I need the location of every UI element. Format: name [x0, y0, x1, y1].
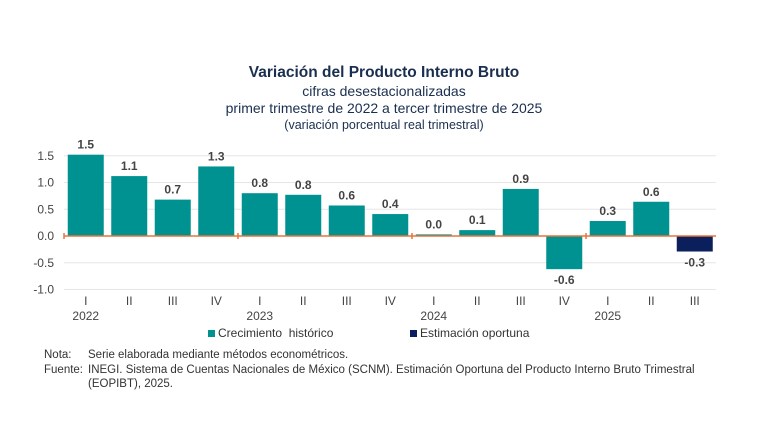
data-label: 0.7	[164, 183, 181, 197]
legend-swatch-icon	[410, 329, 417, 337]
source: Fuente: INEGI. Sistema de Cuentas Naciona…	[44, 364, 695, 376]
y-tick-label: 1.5	[37, 149, 54, 163]
x-tick-label: III	[168, 294, 178, 308]
data-label: 1.5	[77, 138, 94, 152]
bar	[67, 154, 104, 236]
data-label: 0.1	[469, 213, 486, 227]
bar	[459, 230, 496, 236]
chart-subtitle-period: primer trimestre de 2022 a tercer trimes…	[225, 100, 543, 116]
y-tick-label: 0.0	[37, 229, 54, 243]
x-tick-label: IV	[559, 294, 570, 308]
note-label: Nota:	[44, 349, 72, 361]
bar	[415, 234, 452, 236]
x-tick-label: I	[606, 294, 609, 308]
y-tick-label: 0.5	[37, 202, 54, 216]
x-tick-label: I	[432, 294, 435, 308]
bar	[676, 236, 713, 252]
data-label: 0.0	[425, 217, 442, 231]
data-label: 0.4	[382, 197, 399, 211]
data-label: 0.9	[512, 172, 529, 186]
bar	[285, 194, 322, 236]
bar	[241, 193, 278, 236]
chart-subtitle: cifras desestacionalizadas	[302, 83, 466, 99]
x-tick-label: II	[126, 294, 133, 308]
bar	[154, 199, 191, 236]
chart-title: Variación del Producto Interno Bruto	[248, 64, 520, 81]
x-tick-label: IV	[385, 294, 396, 308]
x-tick-label: III	[516, 294, 526, 308]
y-tick-label: -1.0	[33, 283, 54, 297]
y-tick-label: 1.0	[37, 176, 54, 190]
note-text: Serie elaborada mediante métodos economé…	[88, 349, 349, 361]
x-tick-label: IV	[211, 294, 222, 308]
legend-item-historico: Crecimiento histórico	[208, 326, 333, 340]
source-label: Fuente:	[44, 364, 83, 376]
year-label: 2024	[420, 309, 447, 323]
legend-item-oportuna: Estimación oportuna	[410, 326, 529, 340]
bar	[633, 201, 670, 236]
data-label: 0.3	[599, 204, 616, 218]
legend-label: Crecimiento histórico	[218, 326, 334, 340]
data-label: 0.6	[338, 189, 355, 203]
year-label: 2022	[72, 309, 99, 323]
bar	[198, 166, 235, 236]
legend-label: Estimación oportuna	[420, 326, 530, 340]
source-continued: (EOPIBT), 2025.	[88, 378, 174, 390]
year-label: 2025	[594, 309, 621, 323]
data-label: -0.3	[684, 256, 705, 270]
bar	[328, 205, 365, 236]
x-tick-label: III	[690, 294, 700, 308]
x-tick-label: II	[300, 294, 307, 308]
bar	[589, 221, 626, 236]
x-tick-label: I	[258, 294, 261, 308]
x-tick-label: I	[84, 294, 87, 308]
bar	[372, 214, 409, 236]
note: Nota: Serie elaborada mediante métodos ec…	[44, 349, 348, 361]
data-label: 1.1	[121, 159, 138, 173]
data-label: 0.8	[295, 178, 312, 192]
year-label: 2023	[246, 309, 273, 323]
source-text: INEGI. Sistema de Cuentas Nacionales de …	[88, 364, 695, 376]
x-tick-label: II	[648, 294, 655, 308]
bar	[546, 236, 583, 270]
y-tick-label: -0.5	[33, 256, 54, 270]
chart-subtitle-units: (variación porcentual real trimestral)	[284, 118, 484, 132]
data-label: 0.6	[643, 185, 660, 199]
x-tick-label: II	[474, 294, 481, 308]
bar	[502, 188, 539, 236]
bar	[111, 176, 148, 236]
x-tick-label: III	[342, 294, 352, 308]
legend-swatch-icon	[208, 329, 215, 337]
data-label: 1.3	[208, 149, 225, 163]
data-label: -0.6	[554, 273, 575, 287]
data-label: 0.8	[251, 176, 268, 190]
